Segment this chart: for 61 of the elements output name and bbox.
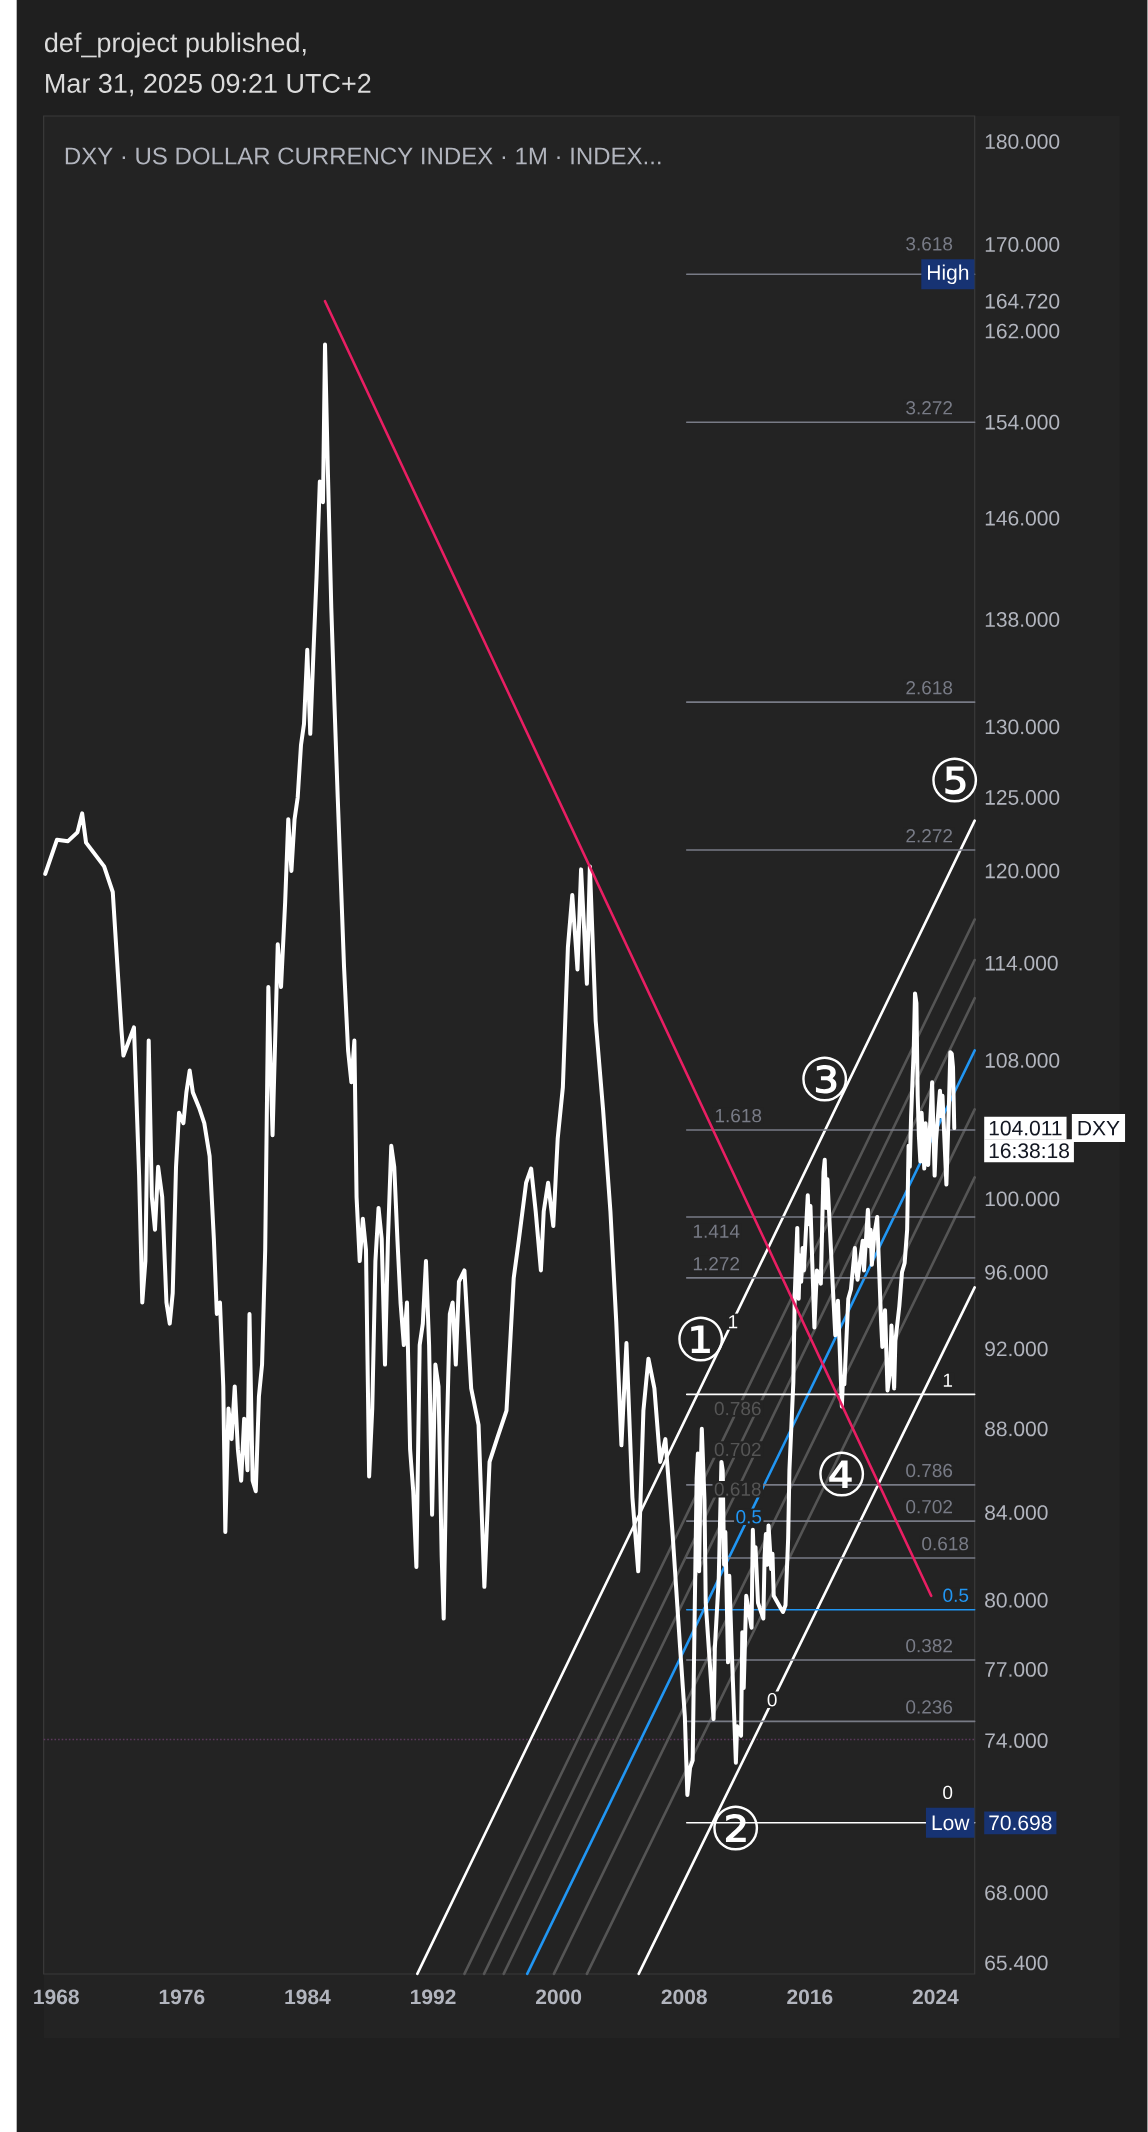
y-tick-label: 70.698 (989, 1815, 1052, 1831)
series-label: 3.272 (906, 401, 953, 415)
text: Mar 31, 2025 09:21 UTC+2 (46, 73, 371, 97)
annotation: Low (932, 1815, 970, 1831)
y-tick-label: 164.720 (985, 293, 1060, 309)
y-tick-label: 108.000 (985, 1052, 1060, 1068)
legend-label: DXY (1078, 1120, 1120, 1136)
x-tick-label: 2024 (912, 1989, 959, 2005)
y-tick-label: 154.000 (985, 414, 1060, 430)
y-tick-label: 77.000 (985, 1661, 1048, 1677)
y-tick-label: 170.000 (985, 237, 1060, 252)
y-tick-label: 130.000 (985, 719, 1060, 735)
y-tick-label: 125.000 (985, 790, 1060, 805)
y-tick-label: 180.000 (985, 134, 1060, 149)
annotation: ③ (802, 1056, 848, 1102)
x-tick-label: 1968 (34, 1989, 80, 2005)
annotation: 0 (767, 1693, 777, 1707)
x-tick-label: 1976 (159, 1989, 205, 2005)
x-tick-label: 1984 (285, 1989, 331, 2005)
series-label: 1.618 (716, 1108, 762, 1123)
y-tick-label: 65.400 (985, 1955, 1048, 1971)
series-label: 1.414 (694, 1224, 740, 1238)
y-tick-label: 100.000 (985, 1191, 1060, 1207)
y-tick-label: 68.000 (985, 1885, 1048, 1901)
series-label: 1 (944, 1373, 953, 1387)
series-label: 0 (943, 1785, 953, 1800)
text: DXY · US DOLLAR CURRENCY INDEX · 1M · INDEX... (66, 147, 661, 165)
annotation: 0.5 (736, 1510, 762, 1524)
y-tick-label: 104.011 (989, 1120, 1062, 1136)
y-tick-label: 88.000 (985, 1421, 1048, 1437)
text: 16:38:18 (989, 1143, 1070, 1159)
y-tick-label: 162.000 (985, 323, 1060, 339)
y-tick-label: 138.000 (985, 612, 1060, 627)
annotation: ⑤ (932, 757, 978, 803)
text: def_project published, (45, 32, 306, 58)
y-tick-label: 120.000 (985, 863, 1060, 879)
series-label: 2.618 (906, 681, 953, 695)
x-tick-label: 2000 (536, 1989, 582, 2005)
x-tick-label: 2016 (787, 1989, 833, 2005)
y-tick-label: 74.000 (985, 1733, 1048, 1749)
annotation: High (928, 264, 969, 285)
y-tick-label: 80.000 (985, 1592, 1048, 1608)
series-label: 0.618 (922, 1536, 969, 1551)
series-label: 0.702 (906, 1499, 953, 1514)
series-label: 0.786 (906, 1463, 953, 1478)
y-tick-label: 146.000 (985, 510, 1060, 526)
series-label: 0.382 (906, 1638, 953, 1653)
series-label: 2.272 (906, 829, 953, 843)
series-label: 1.272 (694, 1256, 740, 1271)
series-label: 0.5 (943, 1588, 969, 1602)
annotation: ④ (819, 1451, 865, 1497)
series-label: 3.618 (906, 237, 953, 251)
y-tick-label: 96.000 (985, 1264, 1048, 1280)
annotation: ① (678, 1316, 724, 1362)
annotation: 1 (729, 1315, 738, 1329)
series-label: 0.236 (906, 1700, 953, 1714)
y-tick-label: 114.000 (985, 955, 1058, 971)
x-tick-label: 1992 (411, 1989, 456, 2005)
y-tick-label: 92.000 (985, 1341, 1048, 1357)
x-tick-label: 2008 (661, 1989, 708, 2005)
y-tick-label: 84.000 (985, 1505, 1048, 1521)
